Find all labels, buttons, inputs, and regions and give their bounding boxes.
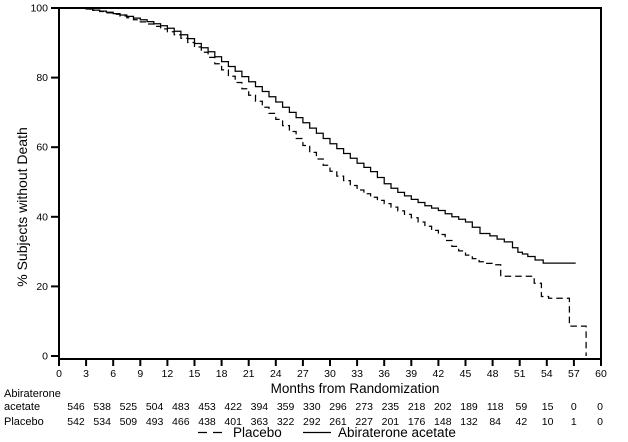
at-risk-row-label: acetate <box>4 401 40 413</box>
at-risk-count: 296 <box>329 401 347 413</box>
abiraterone-curve <box>59 7 576 264</box>
at-risk-count: 1 <box>571 416 577 428</box>
at-risk-count: 509 <box>120 416 138 428</box>
y-tick-label: 100 <box>30 3 48 15</box>
at-risk-count: 322 <box>277 416 295 428</box>
at-risk-count: 15 <box>542 401 554 413</box>
at-risk-count: 10 <box>542 416 554 428</box>
x-tick-label: 60 <box>595 368 607 380</box>
at-risk-count: 0 <box>571 401 577 413</box>
at-risk-count: 201 <box>382 416 400 428</box>
x-axis-title: Months from Randomization <box>271 381 440 396</box>
x-tick-label: 6 <box>110 368 116 380</box>
at-risk-count: 202 <box>434 401 452 413</box>
y-tick-label: 60 <box>36 142 48 154</box>
x-tick-label: 33 <box>351 368 363 380</box>
x-tick-label: 57 <box>568 368 580 380</box>
at-risk-count: 235 <box>382 401 400 413</box>
at-risk-count: 525 <box>120 401 138 413</box>
at-risk-count: 394 <box>251 401 269 413</box>
at-risk-count: 0 <box>597 401 603 413</box>
at-risk-count: 176 <box>408 416 426 428</box>
at-risk-count: 59 <box>516 401 528 413</box>
at-risk-count: 363 <box>251 416 269 428</box>
at-risk-count: 359 <box>277 401 295 413</box>
plot-frame <box>58 7 602 360</box>
at-risk-count: 0 <box>597 416 603 428</box>
x-tick-label: 39 <box>405 368 417 380</box>
at-risk-count: 401 <box>224 416 242 428</box>
at-risk-count: 273 <box>355 401 373 413</box>
x-tick-label: 48 <box>487 368 499 380</box>
x-tick-label: 21 <box>243 368 255 380</box>
at-risk-count: 261 <box>329 416 347 428</box>
at-risk-count: 466 <box>172 416 190 428</box>
x-tick-label: 30 <box>324 368 336 380</box>
y-tick-label: 40 <box>36 211 48 223</box>
x-tick-label: 12 <box>162 368 174 380</box>
at-risk-count: 504 <box>146 401 164 413</box>
at-risk-count: 453 <box>198 401 216 413</box>
legend-placebo-label: Placebo <box>233 425 282 440</box>
at-risk-row-label: Abiraterone <box>4 388 61 400</box>
at-risk-count: 42 <box>516 416 528 428</box>
at-risk-count: 483 <box>172 401 190 413</box>
at-risk-count: 227 <box>355 416 373 428</box>
y-axis-title: % Subjects without Death <box>14 127 30 287</box>
y-tick-label: 80 <box>36 72 48 84</box>
at-risk-count: 422 <box>224 401 242 413</box>
at-risk-count: 438 <box>198 416 216 428</box>
x-tick-label: 45 <box>460 368 472 380</box>
at-risk-count: 189 <box>460 401 478 413</box>
at-risk-count: 118 <box>487 401 504 413</box>
at-risk-count: 292 <box>303 416 321 428</box>
x-tick-label: 36 <box>378 368 390 380</box>
x-tick-label: 27 <box>297 368 309 380</box>
at-risk-count: 218 <box>408 401 426 413</box>
x-tick-label: 54 <box>541 368 553 380</box>
at-risk-count: 534 <box>93 416 111 428</box>
x-tick-label: 15 <box>189 368 201 380</box>
at-risk-count: 132 <box>460 416 478 428</box>
x-tick-label: 42 <box>433 368 445 380</box>
at-risk-count: 546 <box>67 401 85 413</box>
at-risk-count: 493 <box>146 416 164 428</box>
legend-abiraterone-label: Abiraterone acetate <box>338 425 456 440</box>
at-risk-count: 148 <box>434 416 452 428</box>
x-tick-label: 0 <box>56 368 62 380</box>
x-tick-label: 9 <box>137 368 143 380</box>
at-risk-count: 538 <box>93 401 111 413</box>
y-tick-label: 0 <box>42 351 48 363</box>
x-tick-label: 51 <box>514 368 526 380</box>
y-tick-label: 20 <box>36 281 48 293</box>
x-tick-label: 24 <box>270 368 282 380</box>
x-tick-label: 18 <box>216 368 228 380</box>
at-risk-count: 330 <box>303 401 321 413</box>
placebo-curve <box>59 7 587 356</box>
x-tick-label: 3 <box>83 368 89 380</box>
at-risk-count: 542 <box>67 416 85 428</box>
at-risk-count: 84 <box>489 416 501 428</box>
at-risk-row-label: Placebo <box>4 416 44 428</box>
